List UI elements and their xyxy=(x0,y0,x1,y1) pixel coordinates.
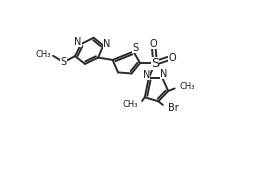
Text: N: N xyxy=(103,39,111,49)
Text: CH₃: CH₃ xyxy=(180,82,195,91)
Text: S: S xyxy=(132,43,139,53)
Text: S: S xyxy=(60,57,67,67)
Text: Br: Br xyxy=(169,103,179,113)
Text: O: O xyxy=(169,53,176,63)
Text: O: O xyxy=(149,39,157,49)
Text: N: N xyxy=(74,37,82,47)
Text: N: N xyxy=(160,70,168,80)
Text: CH₃: CH₃ xyxy=(35,50,51,59)
Text: N: N xyxy=(143,70,150,80)
Text: S: S xyxy=(151,56,159,70)
Text: CH₃: CH₃ xyxy=(122,100,138,108)
